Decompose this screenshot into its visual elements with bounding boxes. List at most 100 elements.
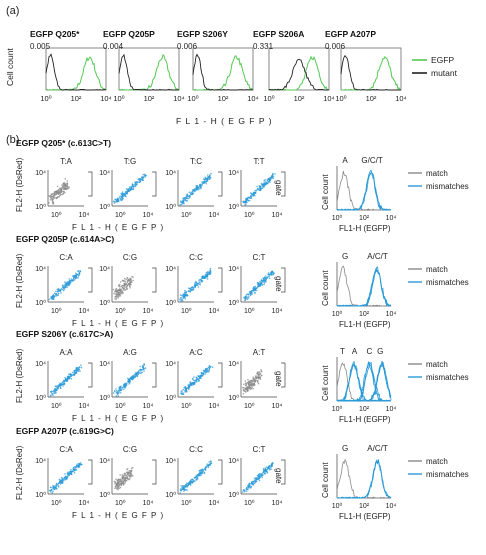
scatter-point xyxy=(73,275,75,277)
scatter-point xyxy=(139,178,141,180)
scatter-point xyxy=(119,291,121,294)
scatter-point xyxy=(54,485,56,487)
scatter-point xyxy=(242,200,244,203)
scatter-point xyxy=(117,295,119,297)
scatter-point xyxy=(182,388,185,391)
combo-label: C:A xyxy=(59,445,73,454)
scatter-point xyxy=(206,370,209,373)
scatter-plot: C:T 10⁴ 10⁰ 10⁰ 10⁴ xyxy=(228,445,286,507)
scatter-point xyxy=(254,377,256,380)
scatter-point xyxy=(64,376,66,379)
scatter-point xyxy=(248,387,251,390)
scatter-point xyxy=(193,376,195,378)
tick-label: 10⁴ xyxy=(272,500,283,507)
plot-title: EGFP S206Y xyxy=(177,29,228,39)
tick-label: 10² xyxy=(294,94,305,103)
scatter-point xyxy=(64,191,66,194)
scatter-point xyxy=(121,290,123,292)
scatter-point xyxy=(125,287,128,290)
scatter-point xyxy=(265,466,268,468)
scatter-point xyxy=(125,195,127,197)
tick-label: 10⁴ xyxy=(386,503,397,510)
scatter-point xyxy=(269,469,271,471)
scatter-point xyxy=(253,193,255,196)
scatter-point xyxy=(57,486,60,488)
scatter-point xyxy=(52,490,54,493)
scatter-point xyxy=(200,279,203,282)
scatter-point xyxy=(246,197,249,199)
scatter-point xyxy=(251,293,253,296)
tick-label: 10⁰ xyxy=(335,94,346,103)
scatter-ylabel: FL2-H (DsRed) xyxy=(15,348,24,403)
scatter-point xyxy=(67,378,69,381)
tick-label: 10⁰ xyxy=(115,211,126,219)
tick-label: 10² xyxy=(366,94,377,103)
scatter-point xyxy=(62,480,64,482)
scatter-point xyxy=(274,173,276,175)
tick-label: 10⁰ xyxy=(99,299,110,307)
scatter-point xyxy=(250,381,253,383)
scatter-point xyxy=(114,485,117,488)
scatter-point xyxy=(194,283,196,285)
scatter-point xyxy=(71,371,74,374)
scatter-point xyxy=(61,184,63,186)
tick-label: 10⁴ xyxy=(143,403,154,410)
scatter-point xyxy=(246,296,248,299)
scatter-point xyxy=(253,380,256,382)
scatter-point xyxy=(122,289,125,291)
scatter-point xyxy=(191,288,194,291)
legend-label: mutant xyxy=(431,68,458,78)
scatter-point xyxy=(123,285,126,287)
tick-label: 10⁴ xyxy=(143,308,154,315)
scatter-point xyxy=(196,187,199,189)
combo-label: T:A xyxy=(60,157,72,166)
scatter-point xyxy=(77,277,79,279)
scatter-point xyxy=(206,463,208,466)
match-histogram: Cell count A G/C/T 10⁰ 10² 10⁴ FL1-H (EGFP) mat… xyxy=(321,156,469,233)
tick-label: 10⁰ xyxy=(99,203,110,211)
scatter-point xyxy=(55,292,58,295)
scatter-point xyxy=(55,385,58,387)
tick-label: 10⁴ xyxy=(173,94,185,103)
scatter-point xyxy=(197,375,200,378)
scatter-point xyxy=(186,391,188,393)
scatter-point xyxy=(268,272,270,274)
scatter-point xyxy=(131,184,134,186)
tick-label: 10⁴ xyxy=(209,403,220,410)
scatter-point xyxy=(70,471,72,474)
scatter-point xyxy=(53,196,56,199)
scatter-point xyxy=(188,191,191,193)
scatter-point xyxy=(54,388,56,390)
scatter-point xyxy=(141,176,143,179)
combo-label: C:T xyxy=(253,445,266,454)
scatter-point xyxy=(209,366,211,369)
scatter-point xyxy=(144,174,147,176)
tick-label: 10⁴ xyxy=(165,266,176,273)
tick-label: 10⁰ xyxy=(51,307,62,315)
scatter-point xyxy=(204,176,206,179)
scatter-point xyxy=(49,395,52,397)
scatter-point xyxy=(198,472,200,475)
scatter-point xyxy=(194,281,197,284)
scatter-point xyxy=(121,386,124,389)
scatter-point xyxy=(204,369,207,371)
hist-peak-label: G xyxy=(377,347,383,356)
gate-bracket xyxy=(88,267,93,293)
row-title: EGFP Q205P (c.614A>C) xyxy=(16,234,114,244)
scatter-point xyxy=(54,191,56,194)
scatter-point xyxy=(269,273,271,276)
tick-label: 10⁰ xyxy=(35,394,46,402)
combo-label: A:T xyxy=(253,348,266,357)
scatter-point xyxy=(121,198,124,201)
plot-title: EGFP Q205* xyxy=(30,29,80,39)
tick-label: 10⁴ xyxy=(79,212,90,219)
scatter-point xyxy=(133,183,136,186)
tick-label: 10⁰ xyxy=(99,394,110,402)
scatter-point xyxy=(136,375,139,378)
scatter-point xyxy=(126,284,129,287)
scatter-point xyxy=(181,487,183,489)
scatter-point xyxy=(117,485,120,488)
scatter-point xyxy=(67,377,69,379)
scatter-point xyxy=(53,194,56,197)
